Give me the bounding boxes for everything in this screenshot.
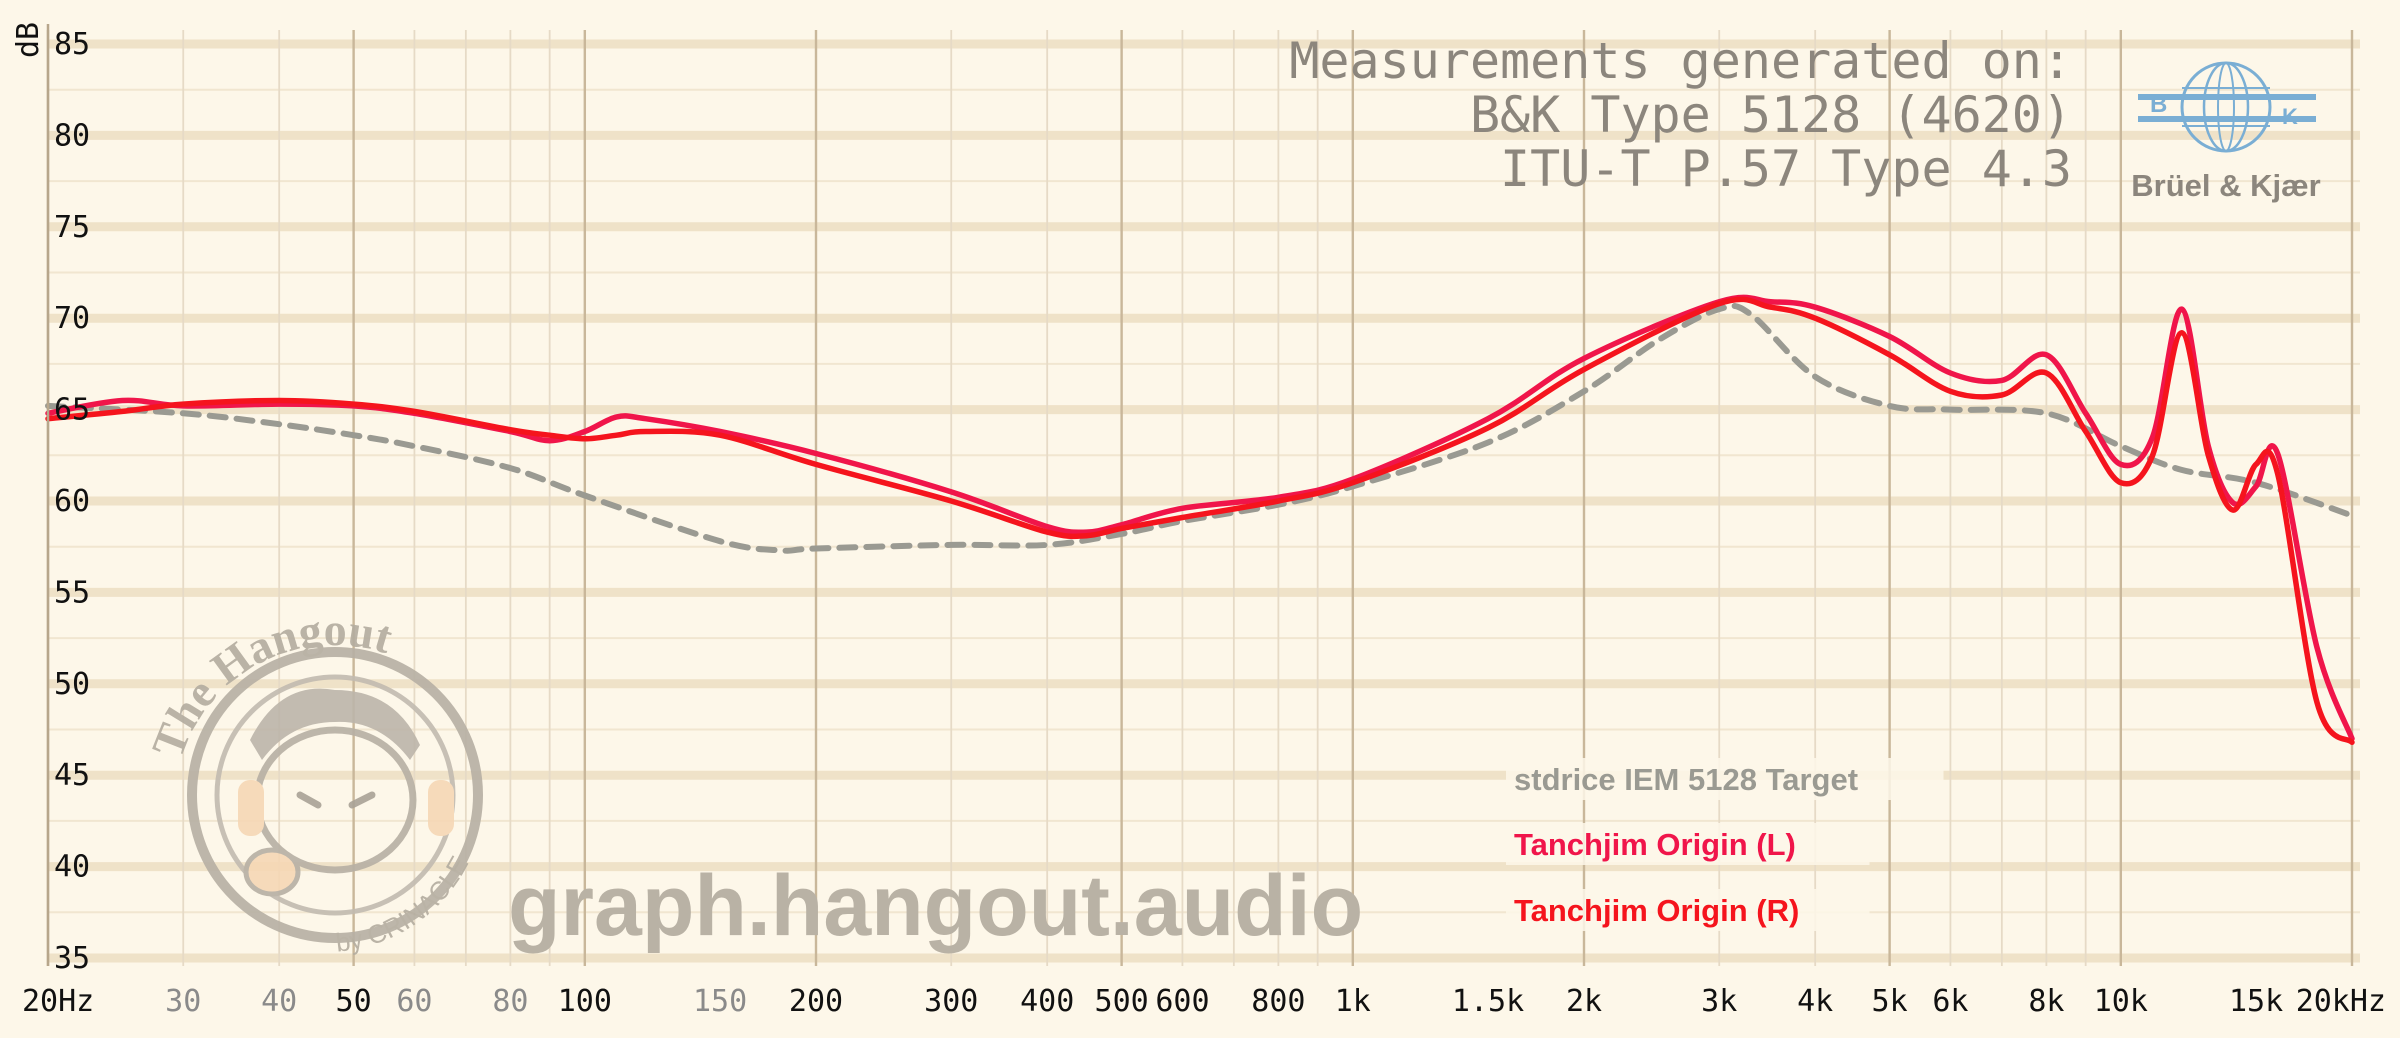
x-tick-label: 80 [492, 984, 528, 1019]
x-tick-label: 8k [2028, 984, 2064, 1019]
legend: stdrice IEM 5128 Target Tanchjim Origin (… [1506, 758, 1944, 931]
bk-letter-k: K [2282, 104, 2298, 129]
logo-ring-icon [187, 647, 483, 943]
x-tick-label: 800 [1251, 984, 1305, 1019]
x-tick-label: 2k [1566, 984, 1602, 1019]
y-tick-label: 35 [54, 941, 90, 976]
measurement-annotation: Measurements generated on: B&K Type 5128… [1289, 32, 2072, 198]
series-line-target [45, 302, 2355, 554]
logo-left-earcup-icon [238, 780, 264, 836]
bk-logo: B K Brüel & Kjær [2131, 61, 2321, 203]
watermark-site: graph.hangout.audio [508, 858, 1363, 954]
x-tick-label: 20kHz [2296, 984, 2386, 1019]
bk-letter-b: B [2150, 91, 2167, 118]
x-tick-label: 1k [1335, 984, 1371, 1019]
y-tick-label: 45 [54, 758, 90, 793]
y-tick-label: 70 [54, 301, 90, 336]
series-line-left [45, 294, 2355, 742]
bk-brand-name: Brüel & Kjær [2131, 168, 2320, 203]
x-tick-label: 1.5k [1452, 984, 1524, 1019]
annotation-line-2: B&K Type 5128 (4620) [1470, 86, 2072, 144]
x-tick-label: 60 [396, 984, 432, 1019]
x-tick-label: 3k [1701, 984, 1737, 1019]
y-tick-label: 60 [54, 484, 90, 519]
y-tick-label: 65 [54, 393, 90, 428]
legend-item[interactable]: Tanchjim Origin (L) [1514, 827, 1796, 862]
x-tick-label: 40 [261, 984, 297, 1019]
y-tick-label: 85 [54, 27, 90, 62]
x-tick-label: 400 [1020, 984, 1074, 1019]
series-line-right [45, 296, 2355, 746]
legend-backdrop [1506, 758, 1944, 800]
x-tick-label: 150 [693, 984, 747, 1019]
x-tick-label: 100 [558, 984, 612, 1019]
x-tick-label: 4k [1797, 984, 1833, 1019]
legend-item[interactable]: stdrice IEM 5128 Target [1514, 762, 1858, 797]
x-tick-label: 200 [789, 984, 843, 1019]
legend-item[interactable]: Tanchjim Origin (R) [1514, 893, 1799, 928]
x-tick-label: 10k [2094, 984, 2148, 1019]
y-tick-label: 75 [54, 210, 90, 245]
x-tick-label: 600 [1155, 984, 1209, 1019]
x-tick-label: 5k [1872, 984, 1908, 1019]
x-tick-label: 15k [2229, 984, 2283, 1019]
y-tick-label: 40 [54, 850, 90, 885]
x-tick-label: 50 [336, 984, 372, 1019]
legend-backdrop [1506, 889, 1870, 931]
logo-eyes-icon [296, 791, 376, 809]
logo-mouth-icon [243, 847, 301, 897]
grid [46, 30, 2360, 966]
x-tick-label: 20Hz [22, 984, 94, 1019]
y-axis-label: dB [11, 22, 46, 58]
series-layer [45, 294, 2355, 746]
x-tick-label: 6k [1932, 984, 1968, 1019]
y-tick-label: 55 [54, 575, 90, 610]
annotation-line-3: ITU-T P.57 Type 4.3 [1500, 140, 2072, 198]
y-tick-label: 80 [54, 118, 90, 153]
x-tick-label: 300 [924, 984, 978, 1019]
x-tick-label: 30 [165, 984, 201, 1019]
y-tick-label: 50 [54, 667, 90, 702]
logo-hair-icon [250, 688, 420, 760]
legend-backdrop [1506, 823, 1870, 865]
annotation-line-1: Measurements generated on: [1289, 32, 2072, 90]
x-tick-label: 500 [1095, 984, 1149, 1019]
logo-right-earcup-icon [428, 780, 454, 836]
